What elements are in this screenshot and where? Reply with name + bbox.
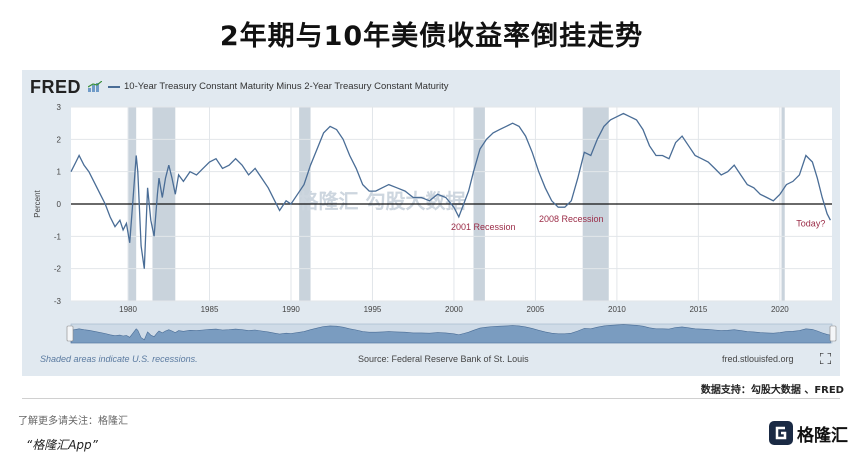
promo-text: 了解更多请关注：格隆汇 [18, 416, 128, 427]
gelonghui-logo-text: 格隆汇 [797, 425, 848, 446]
x-tick-label: 2000 [445, 305, 463, 314]
y-tick-label: 1 [57, 168, 62, 177]
recession-annotation: 2001 Recession [451, 222, 516, 232]
y-tick-label: 2 [57, 135, 62, 144]
x-tick-label: 2020 [771, 305, 789, 314]
navigator-series-area [70, 324, 831, 344]
source-credit: Source: Federal Reserve Bank of St. Loui… [358, 354, 529, 364]
fred-spark-icon [88, 81, 102, 92]
y-axis-title: Percent [33, 189, 42, 217]
divider [22, 398, 840, 399]
navigator-right-handle[interactable] [829, 325, 837, 342]
x-tick-label: 1990 [282, 305, 300, 314]
recession-annotation: 2008 Recession [539, 214, 604, 224]
gelonghui-logo-icon [769, 421, 793, 445]
x-tick-label: 2005 [527, 305, 545, 314]
gelonghui-logo: 格隆汇 [768, 416, 852, 450]
series-legend: 10-Year Treasury Constant Maturity Minus… [108, 81, 449, 92]
spread-series-line [70, 112, 831, 269]
page-title: 2年期与10年美债收益率倒挂走势 [219, 21, 644, 52]
x-tick-label: 2015 [689, 305, 707, 314]
data-source-note: 数据支持：勾股大数据 、FRED [700, 385, 844, 396]
y-tick-label: 0 [57, 200, 62, 209]
y-tick-label: -1 [54, 232, 62, 241]
fred-chart-panel: FRED 10-Year Treasury Constant Maturity … [22, 70, 840, 376]
fred-logo[interactable]: FRED [30, 77, 81, 97]
fred-url-link[interactable]: fred.stlouisfed.org [722, 354, 794, 364]
watermark: 格隆汇 勾股大数据 [299, 189, 466, 213]
x-tick-label: 2010 [608, 305, 626, 314]
navigator-left-handle[interactable] [66, 325, 74, 342]
y-tick-label: -3 [54, 297, 62, 306]
y-tick-label: -2 [54, 265, 62, 274]
recession-annotation: Today? [796, 219, 825, 229]
recession-note: Shaded areas indicate U.S. recessions. [40, 354, 198, 364]
x-tick-label: 1995 [364, 305, 382, 314]
y-tick-label: 3 [57, 103, 62, 112]
legend-label: 10-Year Treasury Constant Maturity Minus… [124, 81, 449, 92]
legend-swatch [108, 85, 120, 88]
x-tick-label: 1980 [119, 305, 137, 314]
fullscreen-icon[interactable] [820, 353, 831, 364]
line-chart: 3 2 1 0 -1 -2 -3 1980 1985 1990 1995 2000 2005 2010 20… [33, 103, 837, 344]
app-name: “格隆汇App” [26, 438, 98, 452]
x-tick-label: 1985 [201, 305, 219, 314]
